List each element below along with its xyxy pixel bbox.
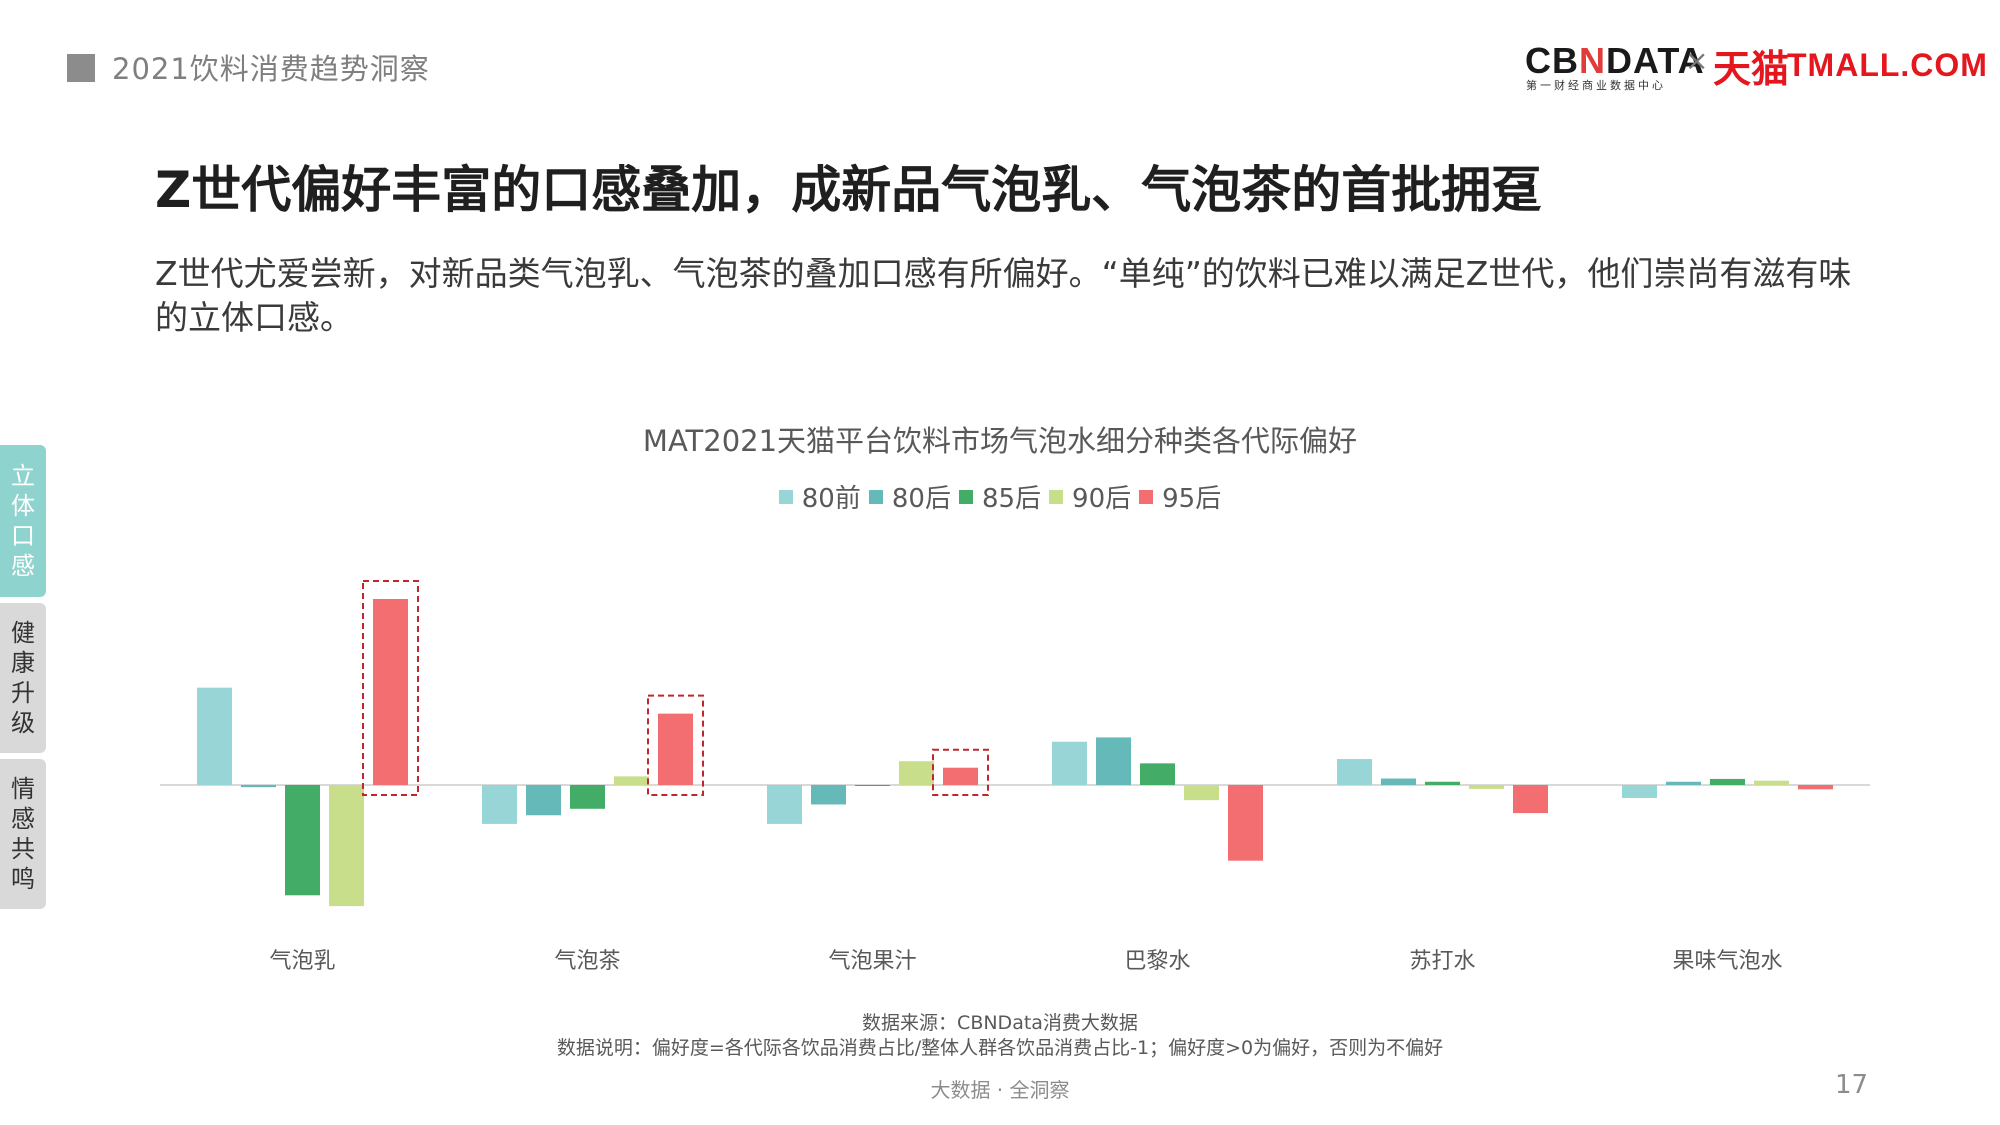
header-marker: [67, 54, 95, 82]
bar-90后-巴黎水: [1184, 785, 1219, 801]
bar-80前-果味气泡水: [1622, 785, 1657, 798]
legend-swatch: [1139, 489, 1154, 504]
legend-item-2: 85后: [958, 478, 1042, 515]
brand-separator: ×: [1685, 44, 1709, 77]
bar-85后-气泡果汁: [855, 785, 890, 786]
bar-85后-巴黎水: [1140, 763, 1175, 785]
footer-tagline: 大数据 · 全洞察: [930, 1078, 1070, 1102]
bar-90后-气泡果汁: [899, 761, 934, 785]
tmall-logo-en: TMALL.COM: [1787, 47, 1988, 83]
bar-80前-气泡茶: [482, 785, 517, 824]
x-tick-label: 巴黎水: [1124, 949, 1190, 974]
legend-swatch: [1049, 489, 1064, 504]
side-tab-texture[interactable]: 立体口感: [0, 445, 46, 597]
legend-swatch: [868, 489, 883, 504]
x-tick-label: 气泡果汁: [828, 949, 916, 974]
page-number: 17: [1835, 1070, 1869, 1100]
cbndata-tagline: 第一财经商业数据中心: [1526, 79, 1666, 92]
bar-85后-气泡乳: [285, 785, 320, 896]
legend-swatch: [958, 489, 973, 504]
bar-80后-气泡果汁: [811, 785, 846, 805]
side-tab-emotion[interactable]: 情感共鸣: [0, 759, 46, 909]
x-tick-label: 气泡乳: [269, 949, 335, 974]
highlight-box-气泡茶: [647, 694, 704, 797]
bar-85后-气泡茶: [570, 785, 605, 809]
bar-95后-气泡果汁: [943, 767, 978, 785]
legend-item-1: 80后: [868, 478, 951, 515]
bar-95后-苏打水: [1513, 785, 1548, 814]
legend-item-4: 95后: [1139, 478, 1221, 515]
legend-swatch: [778, 489, 793, 504]
bar-85后-果味气泡水: [1710, 778, 1745, 785]
bar-80前-苏打水: [1337, 759, 1372, 785]
legend-label: 80前: [801, 484, 861, 514]
chart-legend: 80前 80后 85后 90后 95后: [560, 478, 1440, 515]
x-tick-label: 气泡茶: [554, 949, 620, 974]
legend-item-0: 80前: [778, 478, 861, 515]
page-subtitle: Z世代尤爱尝新，对新品类气泡乳、气泡茶的叠加口感有所偏好。“单纯”的饮料已难以满…: [155, 254, 1852, 337]
cbndata-logo: CBNDATA: [1525, 40, 1705, 81]
bar-80后-气泡乳: [241, 785, 276, 788]
bar-90后-气泡乳: [329, 785, 364, 907]
bar-95后-气泡茶: [658, 713, 693, 785]
bar-85后-苏打水: [1425, 781, 1460, 785]
side-tab-health[interactable]: 健康升级: [0, 603, 46, 753]
x-tick-label: 果味气泡水: [1672, 949, 1782, 974]
report-title: 2021饮料消费趋势洞察: [112, 52, 430, 86]
tmall-logo-cn: 天猫: [1713, 47, 1790, 91]
bar-80后-气泡茶: [526, 785, 561, 816]
bar-90后-气泡茶: [614, 776, 649, 785]
data-source-note: 数据来源：CBNData消费大数据: [862, 1012, 1138, 1034]
data-description-note: 数据说明：偏好度=各代际各饮品消费占比/整体人群各饮品消费占比-1；偏好度>0为…: [556, 1037, 1444, 1059]
highlight-box-气泡乳: [362, 580, 419, 796]
x-tick-label: 苏打水: [1409, 949, 1475, 974]
bar-80前-气泡果汁: [767, 785, 802, 824]
legend-label: 95后: [1162, 484, 1222, 514]
bar-80后-巴黎水: [1096, 737, 1131, 785]
brand-logos: CBNDATA 第一财经商业数据中心 × 天猫 TMALL.COM: [1525, 40, 1987, 100]
bar-90后-果味气泡水: [1754, 780, 1789, 785]
legend-label: 85后: [981, 484, 1042, 514]
chart-title: MAT2021天猫平台饮料市场气泡水细分种类各代际偏好: [642, 424, 1358, 458]
bar-80前-气泡乳: [197, 687, 232, 785]
page-title: Z世代偏好丰富的口感叠加，成新品气泡乳、气泡茶的首批拥趸: [155, 161, 1542, 219]
bar-95后-气泡乳: [373, 599, 408, 785]
bar-80后-果味气泡水: [1666, 781, 1701, 785]
bar-80前-巴黎水: [1052, 741, 1087, 785]
bar-95后-果味气泡水: [1798, 785, 1833, 790]
bar-90后-苏打水: [1469, 785, 1504, 789]
bar-80后-苏打水: [1381, 778, 1416, 785]
legend-item-3: 90后: [1049, 478, 1131, 515]
side-tab-nav: 立体口感 健康升级 情感共鸣: [0, 445, 48, 915]
legend-label: 90后: [1072, 484, 1132, 514]
bar-95后-巴黎水: [1228, 785, 1263, 861]
legend-label: 80后: [891, 484, 951, 514]
